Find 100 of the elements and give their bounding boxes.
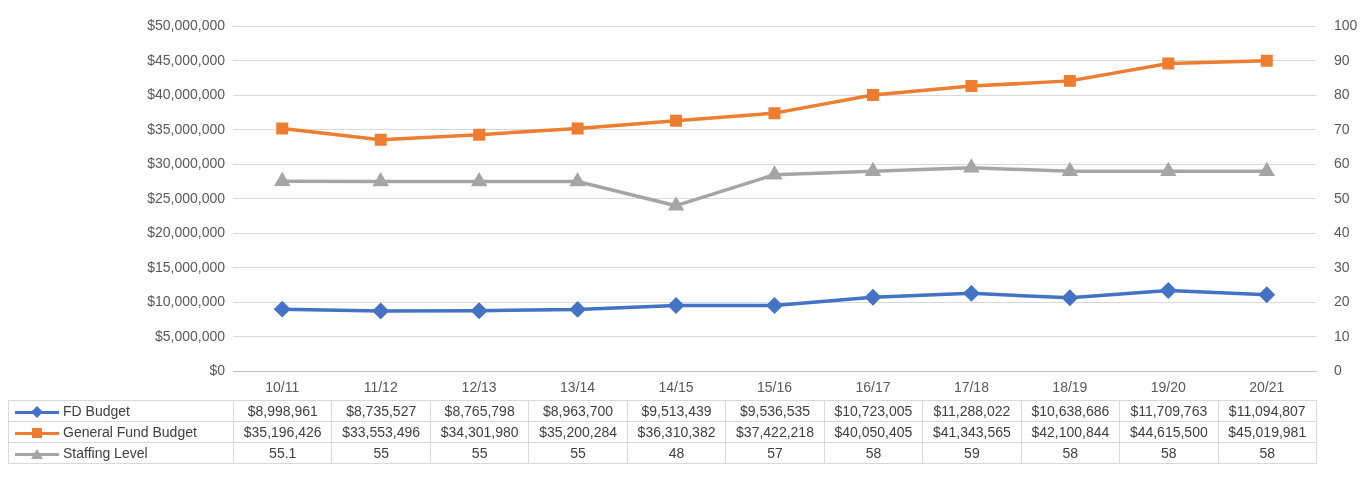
data-label: 55 xyxy=(528,442,628,464)
y2-tick-label: 20 xyxy=(1334,293,1350,310)
y2-tick-label: 40 xyxy=(1334,224,1350,241)
x-tick-label: 19/20 xyxy=(1150,379,1187,396)
point xyxy=(276,122,289,135)
x-tick-label: 13/14 xyxy=(560,379,596,396)
data-label: $45,019,981 xyxy=(1218,421,1317,443)
x-tick-label: 11/12 xyxy=(363,379,398,396)
x-tick-label: 18/19 xyxy=(1052,379,1088,396)
y2-tick-label: 60 xyxy=(1334,155,1350,172)
y-tick-label: $25,000,000 xyxy=(147,189,226,206)
legend-label: FD Budget xyxy=(63,403,130,419)
data-label: 58 xyxy=(824,442,923,464)
data-label: 57 xyxy=(725,442,825,464)
y-tick-label: $0 xyxy=(209,362,226,379)
y2-tick-label: 100 xyxy=(1334,17,1358,34)
data-label: $35,196,426 xyxy=(233,421,332,443)
point xyxy=(670,114,683,127)
x-tick-label: 10/11 xyxy=(265,379,300,396)
y-tick-label: $45,000,000 xyxy=(147,51,226,68)
y2-tick-label: 90 xyxy=(1334,51,1350,68)
data-label: 48 xyxy=(627,442,726,464)
y2-tick-label: 0 xyxy=(1334,362,1342,379)
data-label: $33,553,496 xyxy=(331,421,431,443)
point xyxy=(964,160,979,173)
point xyxy=(1062,290,1078,306)
y2-tick-label: 30 xyxy=(1334,258,1350,275)
data-label: $34,301,980 xyxy=(430,421,529,443)
data-label: $11,709,763 xyxy=(1119,400,1219,422)
x-tick-label: 14/15 xyxy=(658,379,694,396)
data-label: $10,638,686 xyxy=(1021,400,1120,422)
data-label: $9,536,535 xyxy=(725,400,825,422)
data-label: $10,723,005 xyxy=(824,400,923,422)
y-tick-label: $15,000,000 xyxy=(147,258,226,275)
point xyxy=(472,173,487,187)
point xyxy=(1259,286,1275,303)
point xyxy=(1161,163,1176,176)
y-tick-label: $20,000,000 xyxy=(147,224,226,241)
data-label: $9,513,439 xyxy=(627,400,726,422)
y2-tick-label: 80 xyxy=(1334,86,1350,103)
data-label: 58 xyxy=(1218,442,1317,464)
legend-label: Staffing Level xyxy=(63,445,148,461)
y-tick-label: $5,000,000 xyxy=(154,327,226,344)
point xyxy=(274,301,290,317)
data-label: 59 xyxy=(922,442,1022,464)
x-tick-label: 15/16 xyxy=(756,379,793,396)
data-label: $41,343,565 xyxy=(922,421,1022,443)
y-tick-label: $40,000,000 xyxy=(147,86,226,103)
point xyxy=(965,80,978,93)
point xyxy=(373,173,388,187)
data-label: $11,094,807 xyxy=(1218,400,1317,422)
y-tick-label: $30,000,000 xyxy=(147,155,226,172)
point xyxy=(374,133,387,146)
x-tick-label: 16/17 xyxy=(855,379,891,396)
data-label: 58 xyxy=(1021,442,1120,464)
data-label: $8,765,798 xyxy=(430,400,529,422)
point xyxy=(1063,74,1076,87)
data-label: $35,200,284 xyxy=(528,421,628,443)
y-tick-label: $35,000,000 xyxy=(147,120,226,137)
point xyxy=(471,303,487,319)
data-label: $8,735,527 xyxy=(331,400,431,422)
point xyxy=(1260,54,1273,67)
point xyxy=(1062,163,1077,176)
y2-tick-label: 10 xyxy=(1334,327,1350,344)
x-tick-label: 12/13 xyxy=(461,379,497,396)
data-label: $42,100,844 xyxy=(1021,421,1120,443)
point xyxy=(866,89,879,102)
data-label: $11,288,022 xyxy=(922,400,1022,422)
point xyxy=(768,107,781,120)
point xyxy=(668,297,684,314)
point xyxy=(1160,282,1177,299)
data-label: $8,998,961 xyxy=(233,400,332,422)
data-label: 55.1 xyxy=(233,442,332,464)
y-tick-label: $50,000,000 xyxy=(147,17,226,34)
point xyxy=(766,297,783,314)
data-label: 58 xyxy=(1119,442,1219,464)
point xyxy=(1162,57,1175,70)
data-label: $8,963,700 xyxy=(528,400,628,422)
y2-tick-label: 50 xyxy=(1334,189,1350,206)
point xyxy=(767,166,782,180)
data-label: $44,615,500 xyxy=(1119,421,1219,443)
y-tick-label: $10,000,000 xyxy=(147,293,226,310)
point xyxy=(569,301,586,318)
data-label: 55 xyxy=(430,442,529,464)
point xyxy=(669,197,683,211)
point xyxy=(1259,163,1274,176)
data-label: $36,310,382 xyxy=(627,421,726,443)
legend-label: General Fund Budget xyxy=(63,424,197,440)
y2-tick-label: 70 xyxy=(1334,120,1350,137)
point xyxy=(865,289,881,305)
x-tick-label: 17/18 xyxy=(953,379,990,396)
point xyxy=(963,285,980,302)
x-tick-label: 20/21 xyxy=(1249,379,1285,396)
data-label: $37,422,218 xyxy=(725,421,825,443)
point xyxy=(866,163,880,176)
point xyxy=(473,128,486,141)
point xyxy=(570,173,585,187)
point xyxy=(275,173,290,186)
data-label: 55 xyxy=(331,442,431,464)
point xyxy=(571,122,584,135)
